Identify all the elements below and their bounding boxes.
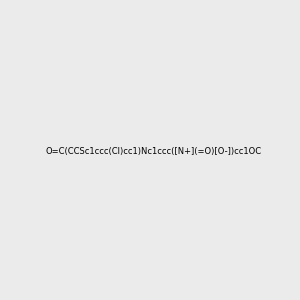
Text: O=C(CCSc1ccc(Cl)cc1)Nc1ccc([N+](=O)[O-])cc1OC: O=C(CCSc1ccc(Cl)cc1)Nc1ccc([N+](=O)[O-])… — [46, 147, 262, 156]
